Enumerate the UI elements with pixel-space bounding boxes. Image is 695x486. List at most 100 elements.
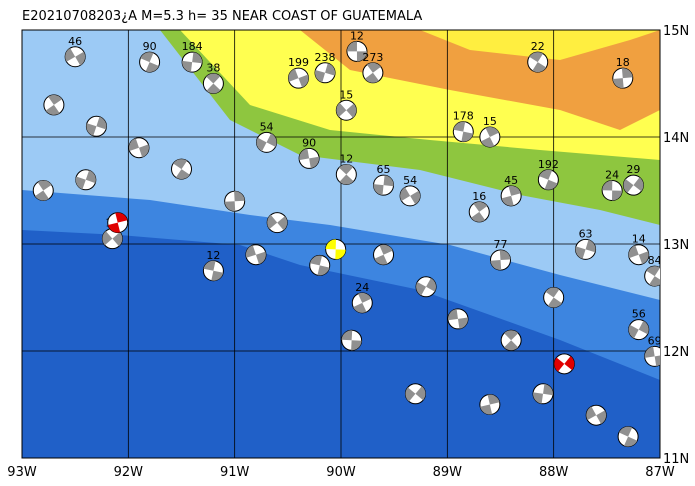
compressional-quadrant (532, 62, 547, 73)
compressional-quadrant (490, 260, 502, 271)
focal-mechanism (75, 169, 97, 191)
compressional-quadrant (373, 184, 384, 196)
focal-mechanism (335, 163, 357, 185)
compressional-quadrant (277, 216, 288, 231)
depth-label: 90 (143, 40, 157, 53)
compressional-quadrant (315, 70, 326, 83)
compressional-quadrant (358, 292, 372, 303)
compressional-quadrant (48, 94, 63, 105)
focal-mechanism (245, 244, 267, 266)
events: 12 273 238 199 22 18 15 178 15 54 90 12 65 54 192 45 29 2… (32, 30, 660, 448)
compressional-quadrant (564, 356, 575, 371)
compressional-quadrant (288, 68, 299, 82)
compressional-quadrant (224, 201, 236, 212)
focal-mechanism (452, 121, 474, 143)
compressional-quadrant (299, 148, 310, 161)
x-tick-label: 90W (326, 465, 356, 480)
compressional-quadrant (65, 48, 76, 62)
compressional-quadrant (206, 73, 221, 84)
focal-mechanism (202, 260, 224, 282)
focal-mechanism (468, 201, 490, 223)
focal-mechanism (404, 383, 426, 405)
focal-mechanism (362, 62, 384, 84)
depth-label: 29 (626, 163, 640, 176)
focal-mechanism (617, 426, 639, 448)
focal-mechanism (601, 180, 623, 201)
depth-label: 63 (579, 227, 593, 240)
focal-mechanism (500, 185, 522, 207)
compressional-quadrant (96, 116, 107, 130)
compressional-quadrant (182, 60, 193, 72)
depth-label: 65 (377, 163, 391, 176)
focal-mechanism (415, 276, 437, 298)
compressional-quadrant (203, 260, 216, 271)
compressional-quadrant (256, 137, 267, 152)
depth-label: 199 (288, 56, 309, 69)
depth-label: 16 (472, 190, 486, 203)
focal-mechanism (107, 212, 129, 234)
focal-mechanism (32, 180, 54, 201)
compressional-quadrant (480, 137, 495, 148)
compressional-quadrant (543, 383, 553, 396)
compressional-quadrant (102, 231, 113, 246)
focal-mechanism (490, 249, 511, 271)
compressional-quadrant (619, 426, 633, 437)
compressional-quadrant (554, 357, 565, 372)
focal-mechanism (335, 99, 357, 121)
focal-mechanism (85, 115, 107, 137)
compressional-quadrant (596, 410, 607, 424)
focal-mechanism (612, 67, 634, 89)
focal-mechanism (537, 169, 559, 191)
depth-label: 54 (403, 174, 417, 187)
compressional-quadrant (85, 170, 96, 184)
compressional-quadrant (37, 180, 52, 191)
compressional-quadrant (644, 346, 655, 358)
compressional-quadrant (654, 355, 660, 367)
depth-label: 238 (315, 51, 336, 64)
compressional-quadrant (112, 232, 123, 247)
compressional-quadrant (75, 176, 86, 190)
compressional-quadrant (379, 244, 393, 255)
compressional-quadrant (35, 190, 49, 201)
focal-mechanism (644, 345, 660, 367)
compressional-quadrant (638, 251, 649, 265)
compressional-quadrant (585, 239, 596, 253)
compressional-quadrant (602, 180, 613, 191)
depth-label: 15 (339, 88, 353, 101)
compressional-quadrant (173, 159, 188, 170)
compressional-quadrant (539, 169, 553, 180)
compressional-quadrant (487, 394, 500, 405)
compressional-quadrant (309, 156, 320, 169)
compressional-quadrant (138, 144, 149, 158)
focal-mechanism (373, 174, 395, 196)
compressional-quadrant (633, 177, 644, 192)
focal-mechanism (585, 404, 607, 426)
depth-label: 90 (302, 136, 316, 149)
compressional-quadrant (504, 340, 519, 351)
compressional-quadrant (480, 404, 493, 415)
compressional-quadrant (335, 249, 346, 260)
compressional-quadrant (575, 246, 586, 259)
compressional-quadrant (86, 123, 97, 136)
depth-label: 46 (68, 35, 82, 48)
focal-mechanism (553, 353, 575, 375)
compressional-quadrant (192, 52, 203, 64)
y-tick-label: 11N (663, 452, 689, 467)
compressional-quadrant (485, 126, 499, 137)
compressional-quadrant (504, 330, 519, 341)
compressional-quadrant (612, 78, 624, 89)
compressional-quadrant (366, 62, 381, 73)
focal-mechanism (256, 131, 278, 153)
compressional-quadrant (544, 179, 558, 190)
compressional-quadrant (234, 191, 245, 202)
depth-label: 12 (206, 249, 220, 262)
compressional-quadrant (341, 330, 353, 341)
compressional-quadrant (75, 51, 86, 66)
depth-label: 22 (531, 40, 545, 53)
compressional-quadrant (325, 63, 336, 76)
compressional-quadrant (621, 68, 633, 79)
focal-mechanism (314, 62, 336, 84)
focal-mechanism (628, 319, 650, 341)
compressional-quadrant (266, 133, 277, 147)
